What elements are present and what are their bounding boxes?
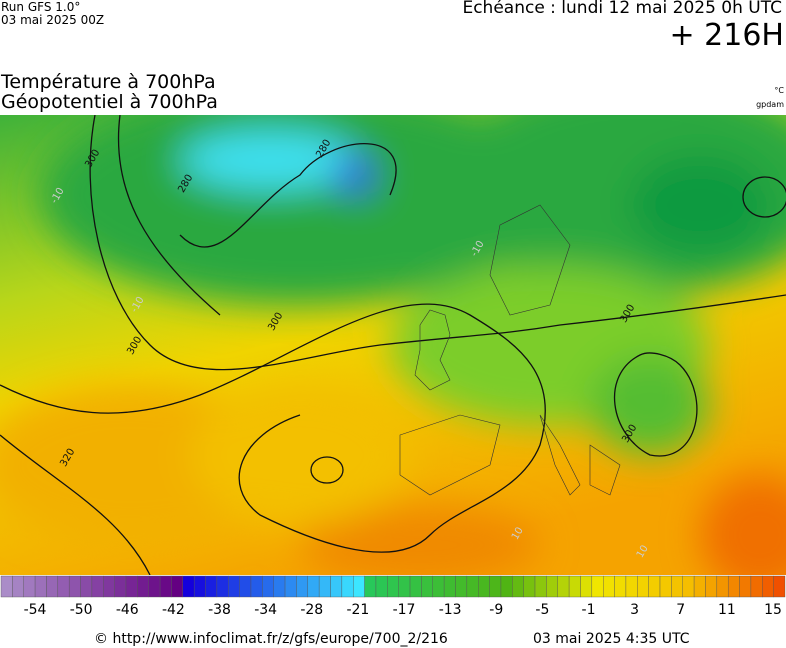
colorbar-swatch [421,575,433,598]
colorbar-swatch [568,575,581,598]
colorbar-label: -50 [70,602,93,618]
colorbar-swatch [398,575,411,598]
colorbar-swatch [341,575,354,598]
colorbar-swatch [80,575,93,598]
colorbar-swatch [125,575,138,598]
colorbar-label: -46 [116,602,139,618]
run: Run GFS 1.0° [1,0,81,14]
colorbar-label: -21 [346,602,369,618]
colorbar-swatch [580,575,593,598]
source: © http://www.infoclimat.fr/z/gfs/europe/… [94,631,448,647]
colorbar-swatch [34,575,47,598]
unit-temp: °C [774,86,784,95]
colorbar-swatch [57,575,70,598]
colorbar-swatch [148,575,161,598]
colorbar-swatch [0,575,13,598]
colorbar-swatch [773,575,786,598]
colorbar-swatch [466,575,479,598]
colorbar-swatch [250,575,263,598]
colorbar-swatch [489,575,502,598]
title-temp: Température à 700hPa [1,71,216,93]
colorbar-label: -42 [162,602,185,618]
colorbar-swatch [432,575,445,598]
run-date: 03 mai 2025 00Z [1,13,105,27]
colorbar-swatch [12,575,24,598]
colorbar-label: -54 [24,602,47,618]
colorbar-swatch [727,575,740,598]
colorbar-swatch [182,575,195,598]
colorbar-swatch [512,575,524,598]
colorbar-label: -13 [439,602,462,618]
colorbar-swatch [478,575,490,598]
colorbar-swatch [455,575,468,598]
colorbar-swatch [750,575,763,598]
colorbar-swatch [671,575,683,598]
colorbar-swatch [364,575,377,598]
colorbar-swatch [648,575,661,598]
colorbar-swatch [273,575,286,598]
colorbar-swatch [114,575,127,598]
colorbar-label: 11 [718,602,736,618]
colorbar-swatch [318,575,331,598]
title-geo: Géopotentiel à 700hPa [1,91,218,113]
colorbar-swatch [682,575,695,598]
colorbar-label: -38 [208,602,231,618]
echeance: Echéance : lundi 12 mai 2025 0h UTC [462,0,782,18]
colorbar-swatch [500,575,513,598]
colorbar-swatch [387,575,399,598]
colorbar-swatch [625,575,638,598]
colorbar-swatch [591,575,604,598]
colorbar-swatch [693,575,706,598]
unit-geo: gpdam [756,100,784,109]
colorbar-swatch [637,575,649,598]
colorbar-swatch [353,575,365,598]
colorbar-swatch [193,575,206,598]
colorbar-label: -1 [582,602,596,618]
colorbar: -54 -50 -46 -42 -38 -34 -28 -21 -17 -13 -9 -5 -1 3 7 11… [0,575,786,618]
colorbar-swatch [705,575,718,598]
colorbar-label: 15 [764,602,782,618]
colorbar-swatch [262,575,274,598]
colorbar-swatch [91,575,104,598]
colorbar-swatch [284,575,297,598]
colorbar-swatch [659,575,672,598]
colorbar-swatch [614,575,627,598]
colorbar-swatch [409,575,422,598]
colorbar-swatch [546,575,558,598]
generated: 03 mai 2025 4:35 UTC [533,631,690,647]
colorbar-swatch [205,575,218,598]
colorbar-swatch [137,575,149,598]
colorbar-label: -9 [489,602,503,618]
colorbar-swatch [171,575,183,598]
colorbar-swatch [716,575,729,598]
colorbar-swatch [330,575,343,598]
colorbar-swatch [739,575,752,598]
colorbar-swatch [557,575,570,598]
colorbar-swatch [159,575,172,598]
colorbar-label: -34 [254,602,277,618]
colorbar-swatch [239,575,252,598]
colorbar-swatch [228,575,240,598]
colorbar-swatch [216,575,229,598]
colorbar-swatch [46,575,59,598]
colorbar-swatch [603,575,615,598]
colorbar-label: -17 [393,602,416,618]
colorbar-swatch [443,575,456,598]
colorbar-label: 7 [676,602,685,618]
lead-time: + 216H [669,18,785,53]
colorbar-swatch [296,575,308,598]
colorbar-label: -5 [535,602,549,618]
colorbar-swatch [375,575,388,598]
colorbar-swatch [103,575,115,598]
colorbar-swatch [68,575,81,598]
colorbar-swatch [762,575,774,598]
colorbar-swatch [307,575,320,598]
colorbar-label: 3 [630,602,639,618]
colorbar-label: -28 [300,602,323,618]
colorbar-swatch [23,575,36,598]
colorbar-swatch [534,575,547,598]
colorbar-swatch [523,575,536,598]
